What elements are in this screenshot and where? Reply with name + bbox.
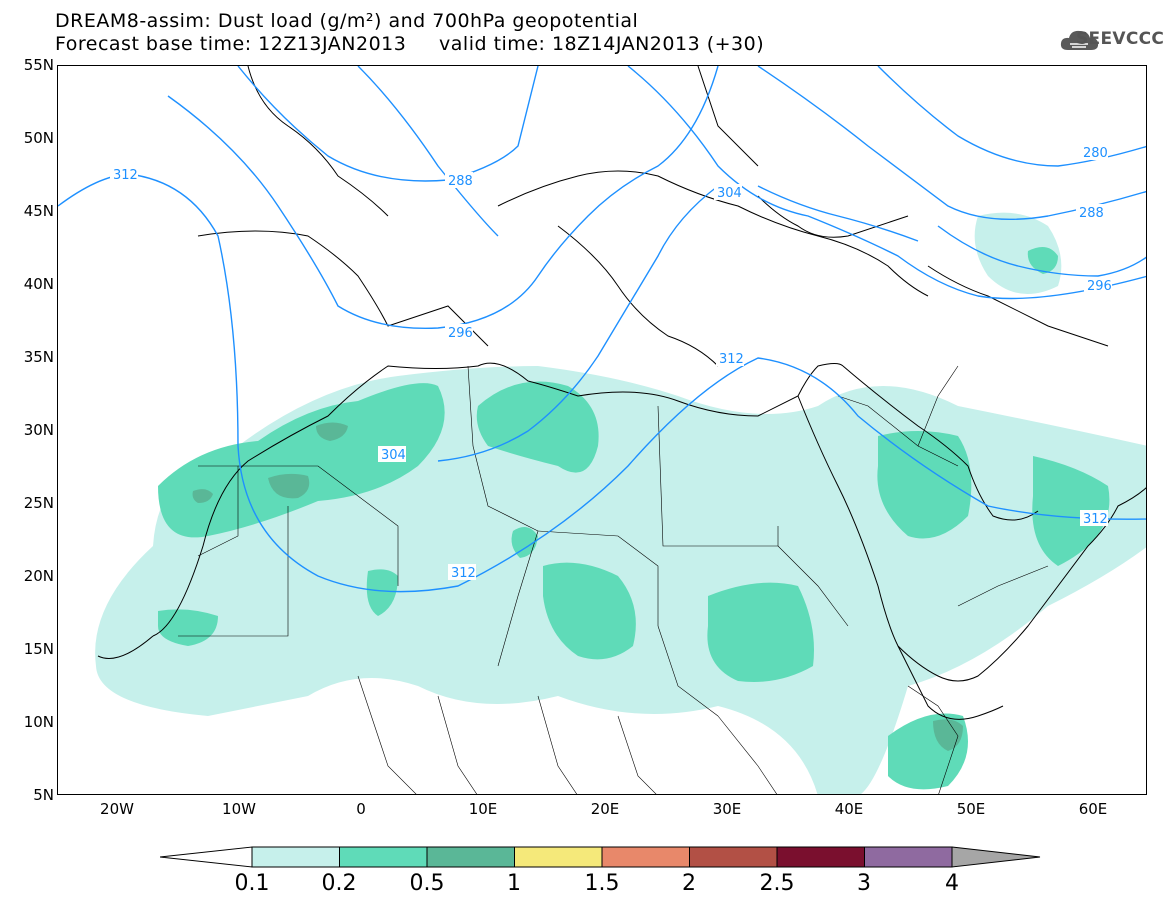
contour-label: 288 — [1079, 206, 1104, 221]
lat-label: 30N — [23, 421, 54, 439]
map-title: DREAM8-assim: Dust load (g/m²) and 700hP… — [55, 10, 639, 32]
lat-label: 25N — [23, 494, 54, 512]
lon-label: 30E — [712, 800, 742, 818]
contour-label: 312 — [451, 566, 476, 581]
lat-label: 35N — [23, 348, 54, 366]
contour-label: 304 — [381, 448, 406, 463]
legend-value: 2 — [682, 871, 696, 896]
lon-label: 10W — [222, 800, 256, 818]
dust-map: 312 288 296 304 304 312 312 280 288 296 … — [58, 66, 1146, 794]
colorbar-segment — [776, 846, 865, 868]
lat-label: 20N — [23, 567, 54, 585]
legend-value: 2.5 — [759, 871, 795, 896]
colorbar-segment — [689, 846, 778, 868]
colorbar-segment — [864, 846, 953, 868]
contour-label: 296 — [1087, 279, 1112, 294]
contour-label: 304 — [717, 186, 742, 201]
legend-value: 0.1 — [234, 871, 270, 896]
lat-label: 55N — [23, 56, 54, 74]
lon-label: 50E — [956, 800, 986, 818]
lon-label: 20E — [590, 800, 620, 818]
colorbar-segment — [339, 846, 428, 868]
lon-label: 60E — [1078, 800, 1108, 818]
legend-value: 0.5 — [409, 871, 445, 896]
lon-label: 40E — [834, 800, 864, 818]
logo-text: SEEVCCC — [1076, 29, 1165, 49]
legend-value: 1.5 — [584, 871, 620, 896]
contour-label: 288 — [448, 174, 473, 189]
colorbar-segment — [514, 846, 603, 868]
coastlines — [97, 66, 1146, 720]
legend-value: 3 — [857, 871, 871, 896]
legend-value: 0.2 — [321, 871, 357, 896]
map-panel: 312 288 296 304 304 312 312 280 288 296 … — [57, 65, 1147, 795]
contour-labels: 312 288 296 304 304 312 312 280 288 296 … — [110, 144, 1112, 581]
colorbar-segment — [251, 846, 340, 868]
dust-shading-high — [192, 422, 963, 751]
colorbar-high-arrow — [951, 846, 1041, 868]
contour-label: 312 — [1083, 512, 1108, 527]
lat-label: 45N — [23, 202, 54, 220]
legend-value: 4 — [945, 871, 959, 896]
lat-label: 10N — [23, 713, 54, 731]
colorbar-low-arrow — [160, 846, 253, 868]
color-scale-legend — [160, 846, 1041, 868]
contour-label: 312 — [719, 352, 744, 367]
country-borders — [178, 365, 1049, 794]
colorbar-segment — [601, 846, 690, 868]
lat-label: 40N — [23, 275, 54, 293]
cloud-logo-icon — [1060, 30, 1099, 50]
dust-shading-medium — [158, 247, 1110, 790]
lon-label: 10E — [468, 800, 498, 818]
lat-label: 15N — [23, 640, 54, 658]
contour-label: 280 — [1083, 146, 1108, 161]
geopotential-contours — [58, 66, 1146, 593]
lon-label: 0 — [356, 800, 366, 818]
lon-label: 20W — [100, 800, 134, 818]
colorbar-segment — [426, 846, 515, 868]
lat-label: 5N — [33, 786, 54, 804]
lat-label: 50N — [23, 129, 54, 147]
contour-label: 312 — [113, 168, 138, 183]
legend-value: 1 — [507, 871, 521, 896]
forecast-time-subtitle: Forecast base time: 12Z13JAN2013 valid t… — [55, 33, 765, 55]
contour-label: 296 — [448, 326, 473, 341]
